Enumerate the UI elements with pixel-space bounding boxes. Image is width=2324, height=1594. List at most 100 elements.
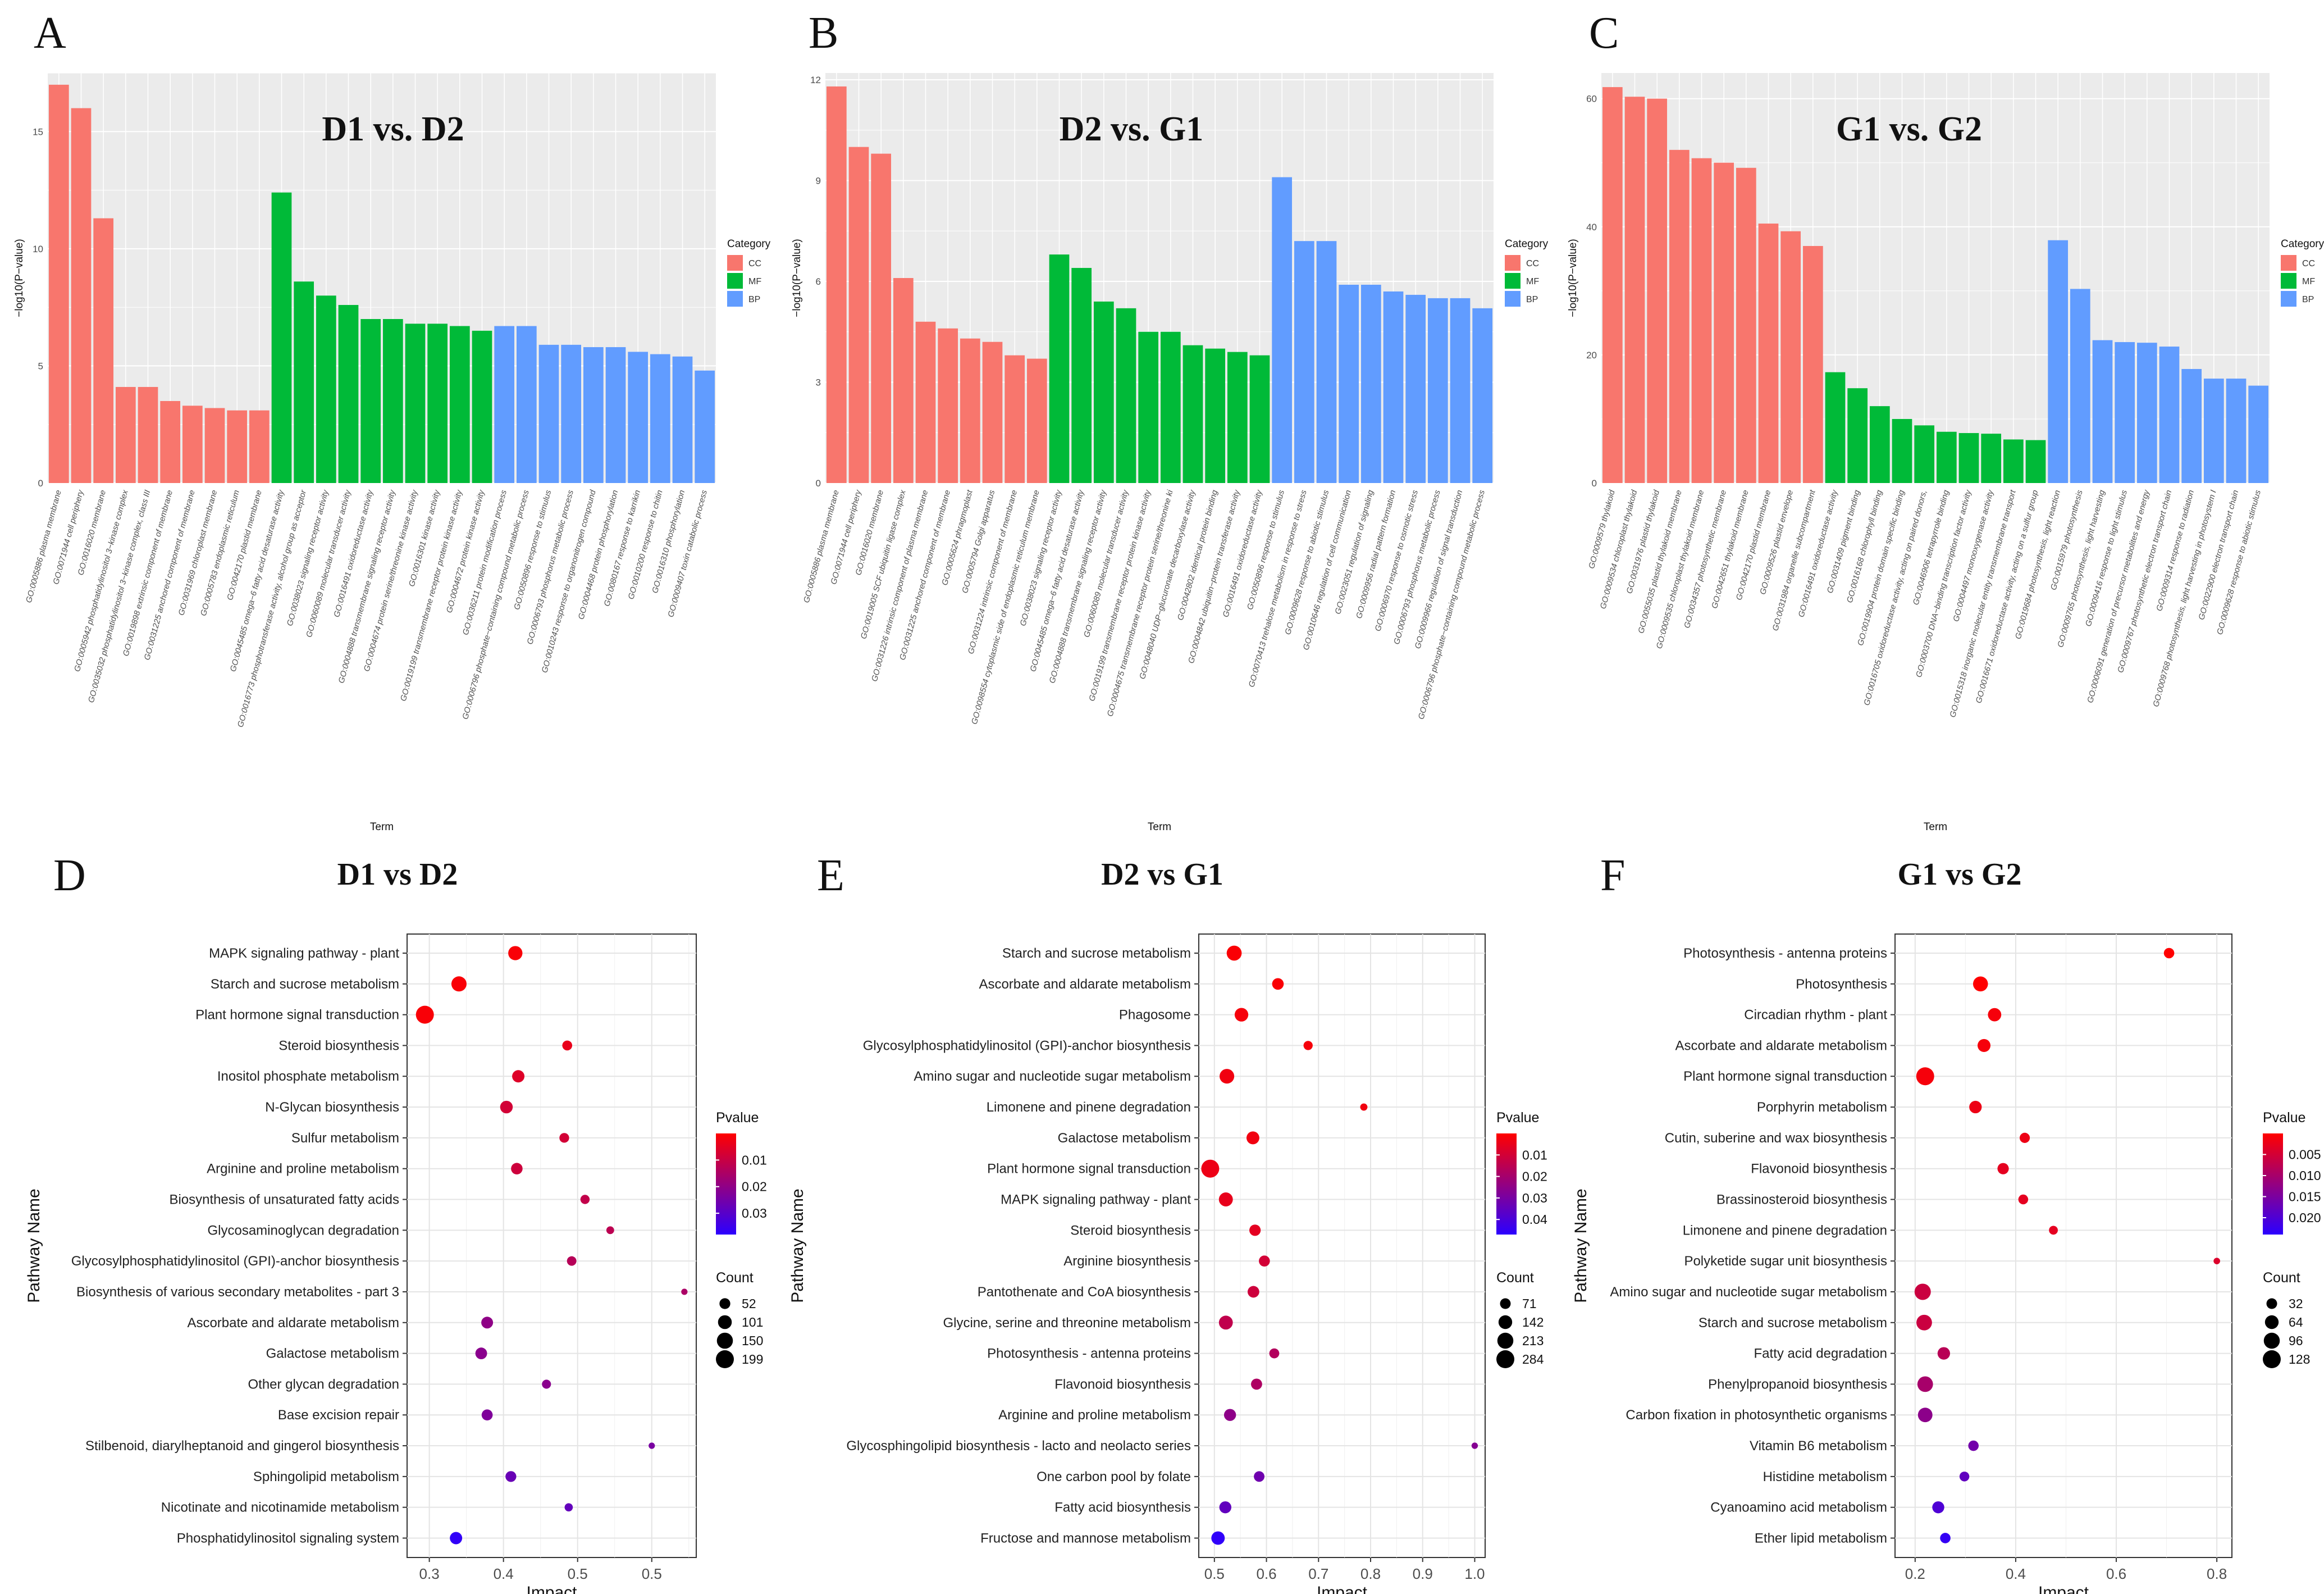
colorbar-label: 0.02 bbox=[1522, 1169, 1547, 1184]
count-legend-label: 213 bbox=[1522, 1333, 1544, 1348]
bar-BP bbox=[2159, 347, 2180, 483]
x-tick-label: GO:0038023 signaling receptor activity bbox=[286, 489, 331, 627]
bubble-point bbox=[512, 1070, 525, 1083]
bar-MF bbox=[405, 324, 426, 483]
chart-title: D1 vs. D2 bbox=[322, 110, 464, 148]
bar-MF bbox=[427, 324, 448, 483]
y-axis-title: −log10(P−value) bbox=[13, 239, 25, 317]
y-axis-title: −log10(P−value) bbox=[791, 239, 803, 317]
pathway-label: Plant hormone signal transduction bbox=[987, 1162, 1191, 1177]
bar-BP bbox=[1272, 177, 1293, 483]
pathway-label: Amino sugar and nucleotide sugar metabol… bbox=[914, 1069, 1191, 1084]
pathway-label: Base excision repair bbox=[278, 1408, 399, 1423]
bar-BP bbox=[538, 344, 559, 483]
bubble-point bbox=[475, 1347, 487, 1360]
bubble-point bbox=[1937, 1347, 1950, 1360]
legend-swatch-MF bbox=[727, 273, 743, 289]
legend-label: MF bbox=[2302, 277, 2315, 286]
colorbar-label: 0.03 bbox=[1522, 1191, 1547, 1205]
legend-label: BP bbox=[748, 295, 760, 304]
count-legend-dot bbox=[718, 1315, 732, 1329]
bar-BP bbox=[516, 326, 537, 483]
x-tick-label: GO:0006970 response to osmotic stress bbox=[1373, 489, 1420, 632]
y-axis-title: −log10(P−value) bbox=[1567, 239, 1579, 317]
bar-MF bbox=[1914, 425, 1935, 483]
colorbar-label: 0.005 bbox=[2289, 1147, 2321, 1162]
x-tick-label: 0.5 bbox=[568, 1565, 588, 1582]
legend-label: BP bbox=[1526, 295, 1538, 304]
x-tick-label: GO:0060089 molecular transducer activity bbox=[305, 489, 353, 638]
bar-BP bbox=[1383, 291, 1404, 483]
bubble-point bbox=[1226, 945, 1242, 961]
legend-label: CC bbox=[1526, 259, 1539, 268]
bar-CC bbox=[1647, 98, 1668, 483]
bubble-point bbox=[2049, 1226, 2058, 1235]
bar-MF bbox=[449, 326, 470, 483]
x-tick-label: 0.5 bbox=[1204, 1565, 1225, 1582]
colorbar-label: 0.010 bbox=[2289, 1168, 2321, 1183]
pathway-label: Carbon fixation in photosynthetic organi… bbox=[1626, 1408, 1887, 1423]
y-tick-label: 15 bbox=[33, 126, 43, 137]
x-tick-label: 0.4 bbox=[494, 1565, 514, 1582]
bubble-point bbox=[1932, 1501, 1944, 1514]
x-tick-label: 0.6 bbox=[1256, 1565, 1276, 1582]
bar-BP bbox=[650, 354, 670, 483]
x-tick-label: GO:0042802 identical protein binding bbox=[1176, 489, 1220, 621]
bar-BP bbox=[672, 356, 693, 483]
bubble-point bbox=[1914, 1283, 1931, 1300]
pathway-label: Starch and sucrose metabolism bbox=[1699, 1315, 1887, 1331]
x-tick-label: GO:0031984 organelle subcompartment bbox=[1771, 489, 1818, 632]
x-tick-label: GO:0022900 electron transport chain bbox=[2197, 489, 2240, 621]
colorbar bbox=[1496, 1133, 1517, 1235]
pathway-label: Glycosaminoglycan degradation bbox=[207, 1223, 399, 1238]
legend-label: CC bbox=[748, 259, 761, 268]
x-tick-label: GO:0005886 plasma membrane bbox=[25, 489, 63, 604]
pathway-label: Glycosylphosphatidylinositol (GPI)-ancho… bbox=[863, 1038, 1191, 1053]
plot-frame bbox=[407, 933, 697, 1558]
x-tick-label: GO:0019684 photosynthesis, light reactio… bbox=[2014, 489, 2062, 640]
pathway-label: Plant hormone signal transduction bbox=[1683, 1069, 1887, 1084]
panel-label-E: E bbox=[817, 851, 844, 900]
pathway-label: Steroid biosynthesis bbox=[278, 1038, 399, 1053]
legend-label: CC bbox=[2302, 259, 2315, 268]
x-axis-title: Impact bbox=[2038, 1583, 2089, 1594]
bubble-panel-F: F G1 vs G2 0.2 0.4 0.6 0.8 Photosynthesis - an… bbox=[1572, 851, 2321, 1594]
x-tick-label: GO:0019005 SCF ubiquitin ligase complex bbox=[859, 489, 908, 640]
bar-MF bbox=[382, 319, 403, 483]
bar-MF bbox=[1847, 388, 1868, 483]
bubble-panel-D: D D1 vs D2 0.3 0.4 0.5 0.5 MAPK signaling path… bbox=[25, 851, 767, 1594]
count-legend-label: 64 bbox=[2289, 1315, 2303, 1329]
pathway-label: Phagosome bbox=[1119, 1008, 1191, 1023]
bar-CC bbox=[1802, 245, 1823, 483]
bubble-point bbox=[481, 1317, 494, 1329]
pathway-label: Pantothenate and CoA biosynthesis bbox=[978, 1285, 1191, 1300]
bar-BP bbox=[2248, 385, 2269, 483]
count-legend-label: 142 bbox=[1522, 1315, 1544, 1329]
bubble-point bbox=[1977, 1039, 1991, 1052]
legend-swatch-CC bbox=[1505, 255, 1521, 271]
bubble-point bbox=[1917, 1408, 1933, 1423]
bar-MF bbox=[1936, 431, 1957, 483]
x-tick-label: 0.2 bbox=[1905, 1565, 1925, 1582]
chart-title: G1 vs G2 bbox=[1898, 857, 2022, 892]
bubble-point bbox=[580, 1195, 590, 1204]
bubble-point bbox=[2213, 1258, 2220, 1264]
bubble-point bbox=[2018, 1194, 2029, 1205]
pathway-label: Sphingolipid metabolism bbox=[253, 1469, 399, 1484]
bar-BP bbox=[561, 344, 582, 483]
bar-BP bbox=[1472, 308, 1493, 483]
pathway-label: Steroid biosynthesis bbox=[1070, 1223, 1191, 1238]
count-legend-dot bbox=[716, 1350, 734, 1368]
pathway-label: Photosynthesis - antenna proteins bbox=[987, 1346, 1191, 1361]
bar-BP bbox=[695, 370, 715, 483]
x-tick-label: 1.0 bbox=[1464, 1565, 1485, 1582]
bar-CC bbox=[938, 328, 958, 483]
bar-MF bbox=[1227, 352, 1248, 483]
pathway-label: Brassinosteroid biosynthesis bbox=[1716, 1192, 1887, 1208]
bubble-point bbox=[1303, 1041, 1313, 1050]
bar-BP bbox=[1339, 284, 1359, 483]
legend-swatch-MF bbox=[1505, 273, 1521, 289]
y-tick-label: 6 bbox=[816, 276, 821, 287]
bubble-point bbox=[1269, 1348, 1280, 1359]
y-tick-label: 40 bbox=[1586, 222, 1597, 233]
